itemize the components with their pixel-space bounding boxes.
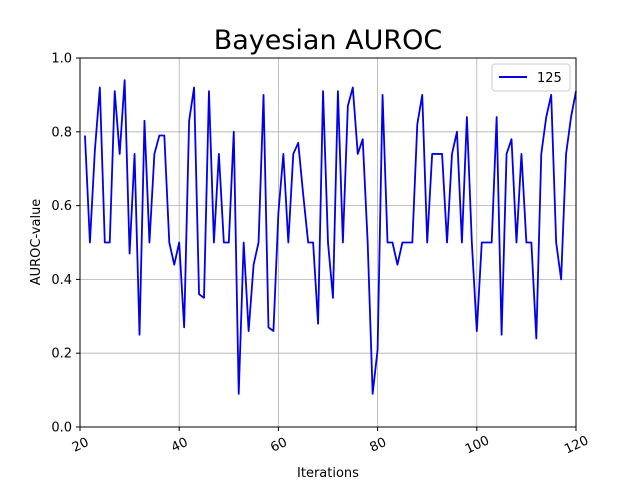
y-tick-label: 0.6: [51, 199, 72, 214]
y-tick-label: 0.8: [51, 125, 72, 140]
legend-label: 125: [537, 71, 562, 86]
series-layer: [84, 79, 577, 395]
chart-title: Bayesian AUROC: [214, 25, 443, 56]
plot-frame: [79, 57, 577, 428]
legend: 125: [491, 63, 571, 92]
y-tick-label: 0.2: [51, 347, 72, 362]
x-tick-label: 80: [368, 435, 389, 456]
series-line: [84, 79, 577, 395]
x-tick-label: 60: [268, 435, 289, 456]
y-tick-label: 0.0: [51, 421, 72, 436]
x-tick-label: 40: [169, 435, 190, 456]
legend-box: [491, 63, 571, 92]
x-tick-label: 20: [70, 435, 91, 456]
y-axis-label: AUROC-value: [29, 199, 44, 286]
x-axis-label: Iterations: [297, 466, 359, 480]
y-tick-label: 1.0: [51, 52, 72, 67]
y-tick-label: 0.4: [51, 273, 72, 288]
